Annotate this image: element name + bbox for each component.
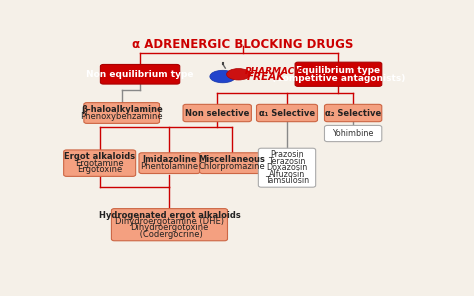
Text: Ergotamine: Ergotamine (75, 159, 124, 168)
Text: Ergot alkaloids: Ergot alkaloids (64, 152, 135, 161)
Text: Equilibrium type: Equilibrium type (296, 66, 381, 75)
Text: Phenoxybenzamine: Phenoxybenzamine (81, 112, 163, 121)
Text: Dihydroergotoxine: Dihydroergotoxine (130, 223, 209, 232)
Text: PHARMACY: PHARMACY (245, 67, 301, 76)
Text: Alfuzosin: Alfuzosin (269, 170, 305, 179)
Text: Miscellaneous: Miscellaneous (199, 155, 265, 164)
Text: (Codergocrine): (Codergocrine) (137, 230, 202, 239)
Text: FREAK: FREAK (246, 72, 285, 81)
Text: Ergotoxine: Ergotoxine (77, 165, 122, 174)
Text: Dihydroergotamine (DHE): Dihydroergotamine (DHE) (115, 217, 224, 226)
FancyBboxPatch shape (258, 148, 316, 187)
Text: Phentolamine: Phentolamine (140, 162, 199, 171)
Text: α ADRENERGIC BLOCKING DRUGS: α ADRENERGIC BLOCKING DRUGS (132, 38, 354, 51)
Text: α₂ Selective: α₂ Selective (325, 109, 381, 118)
FancyBboxPatch shape (200, 153, 264, 173)
Text: Doxazosin: Doxazosin (266, 163, 308, 172)
Text: Hydrogenated ergot alkaloids: Hydrogenated ergot alkaloids (99, 211, 240, 220)
Ellipse shape (210, 70, 236, 83)
Text: Terazosin: Terazosin (268, 157, 306, 166)
Ellipse shape (227, 69, 250, 80)
Text: Prazosin: Prazosin (270, 150, 304, 159)
FancyBboxPatch shape (64, 150, 136, 176)
Text: β-haloalkylamine: β-haloalkylamine (81, 105, 163, 114)
FancyBboxPatch shape (325, 126, 382, 141)
Text: α₁ Selective: α₁ Selective (259, 109, 315, 118)
FancyBboxPatch shape (325, 104, 382, 122)
FancyBboxPatch shape (183, 104, 251, 122)
FancyBboxPatch shape (84, 103, 160, 123)
FancyBboxPatch shape (139, 153, 200, 173)
Text: Yohimbine: Yohimbine (332, 129, 374, 138)
FancyBboxPatch shape (256, 104, 318, 122)
FancyBboxPatch shape (100, 65, 180, 84)
Text: Non selective: Non selective (185, 109, 249, 118)
Text: Chlorpromazine: Chlorpromazine (199, 162, 265, 171)
FancyBboxPatch shape (111, 209, 228, 241)
Text: Tamsulosin: Tamsulosin (265, 176, 309, 185)
Text: Non equilibrium type: Non equilibrium type (86, 70, 194, 79)
Text: (Competitive antagonists): (Competitive antagonists) (272, 74, 405, 83)
FancyBboxPatch shape (295, 62, 382, 86)
Text: Imidazoline: Imidazoline (142, 155, 197, 164)
